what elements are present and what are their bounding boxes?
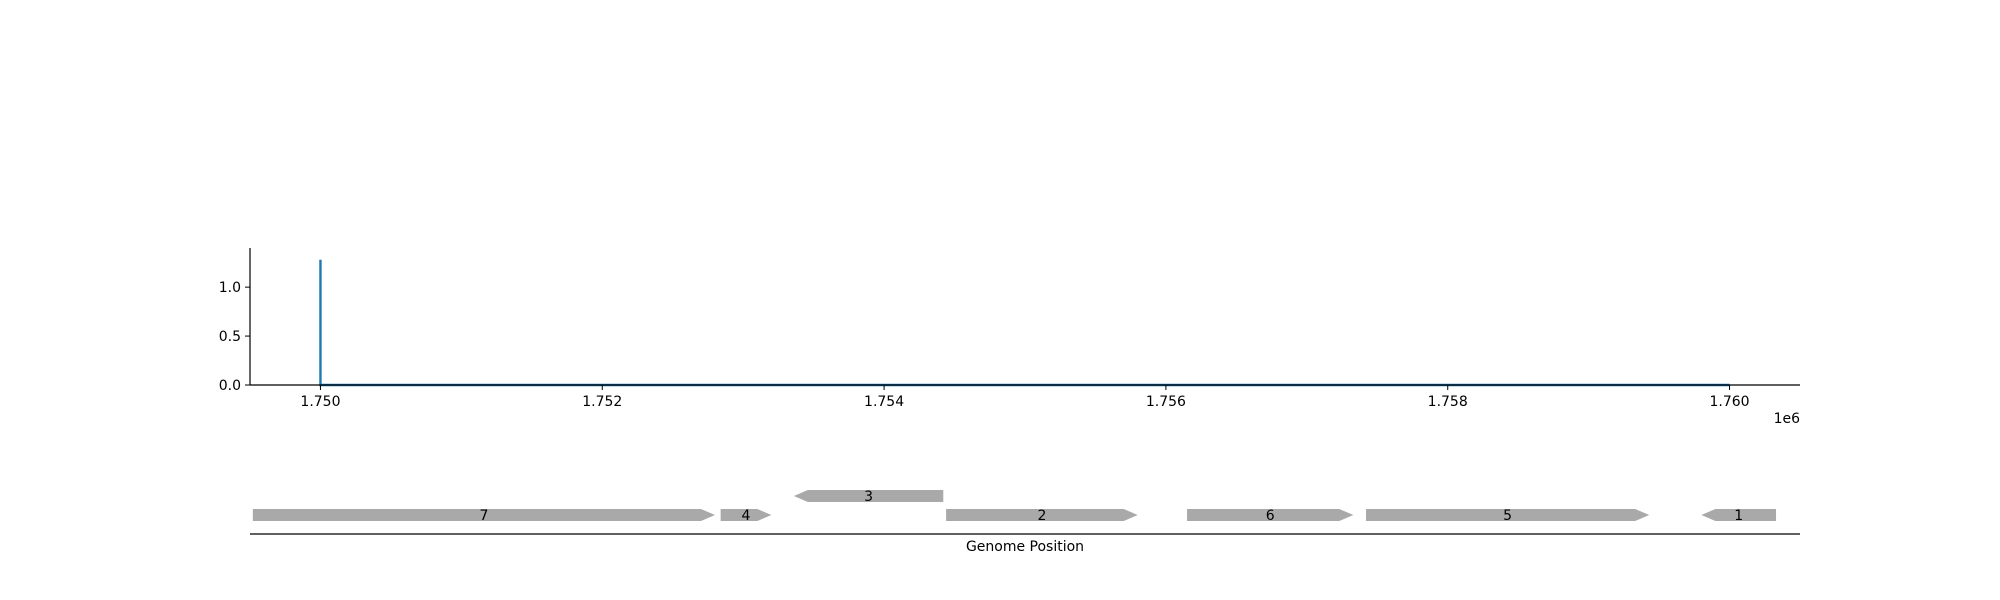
gene-label: 5 xyxy=(1503,508,1512,524)
y-tick-label: 1.0 xyxy=(219,280,241,296)
gene-arrow xyxy=(1187,509,1354,521)
y-axis-ticks: 0.0 0.5 1.0 xyxy=(219,280,250,394)
gene-label: 6 xyxy=(1266,508,1275,524)
x-axis-ticks: 1.750 1.752 1.754 1.756 1.758 1.760 xyxy=(300,385,1750,410)
gene-label: 3 xyxy=(864,489,873,505)
x-tick-label: 1.752 xyxy=(582,394,622,410)
gene-arrow xyxy=(1366,509,1650,521)
coverage-plot: 1.750 1.752 1.754 1.756 1.758 1.760 0.0 0.5 1.0… xyxy=(219,248,1800,427)
x-tick-label: 1.754 xyxy=(864,394,904,410)
y-tick-label: 0.0 xyxy=(219,378,241,394)
gene-map-axis-label: Genome Position xyxy=(966,539,1084,555)
gene-label: 4 xyxy=(742,508,751,524)
gene-map: 7 4 3 2 6 5 1 Genome Position xyxy=(250,489,1800,555)
x-tick-label: 1.760 xyxy=(1709,394,1749,410)
gene-arrows: 7 4 3 2 6 5 1 xyxy=(252,489,1777,524)
y-tick-label: 0.5 xyxy=(219,329,241,345)
x-tick-label: 1.750 xyxy=(300,394,340,410)
gene-arrow xyxy=(252,509,715,521)
x-axis-offset-label: 1e6 xyxy=(1774,411,1801,427)
x-tick-label: 1.756 xyxy=(1146,394,1186,410)
gene-arrow xyxy=(1701,509,1777,521)
gene-label: 1 xyxy=(1734,508,1743,524)
gene-arrow xyxy=(793,490,944,502)
gene-arrow xyxy=(946,509,1138,521)
x-tick-label: 1.758 xyxy=(1428,394,1468,410)
coverage-series xyxy=(319,259,1730,387)
gene-label: 7 xyxy=(479,508,488,524)
coverage-line-0 xyxy=(319,259,1730,387)
gene-label: 2 xyxy=(1037,508,1046,524)
gene-arrow xyxy=(720,509,772,521)
